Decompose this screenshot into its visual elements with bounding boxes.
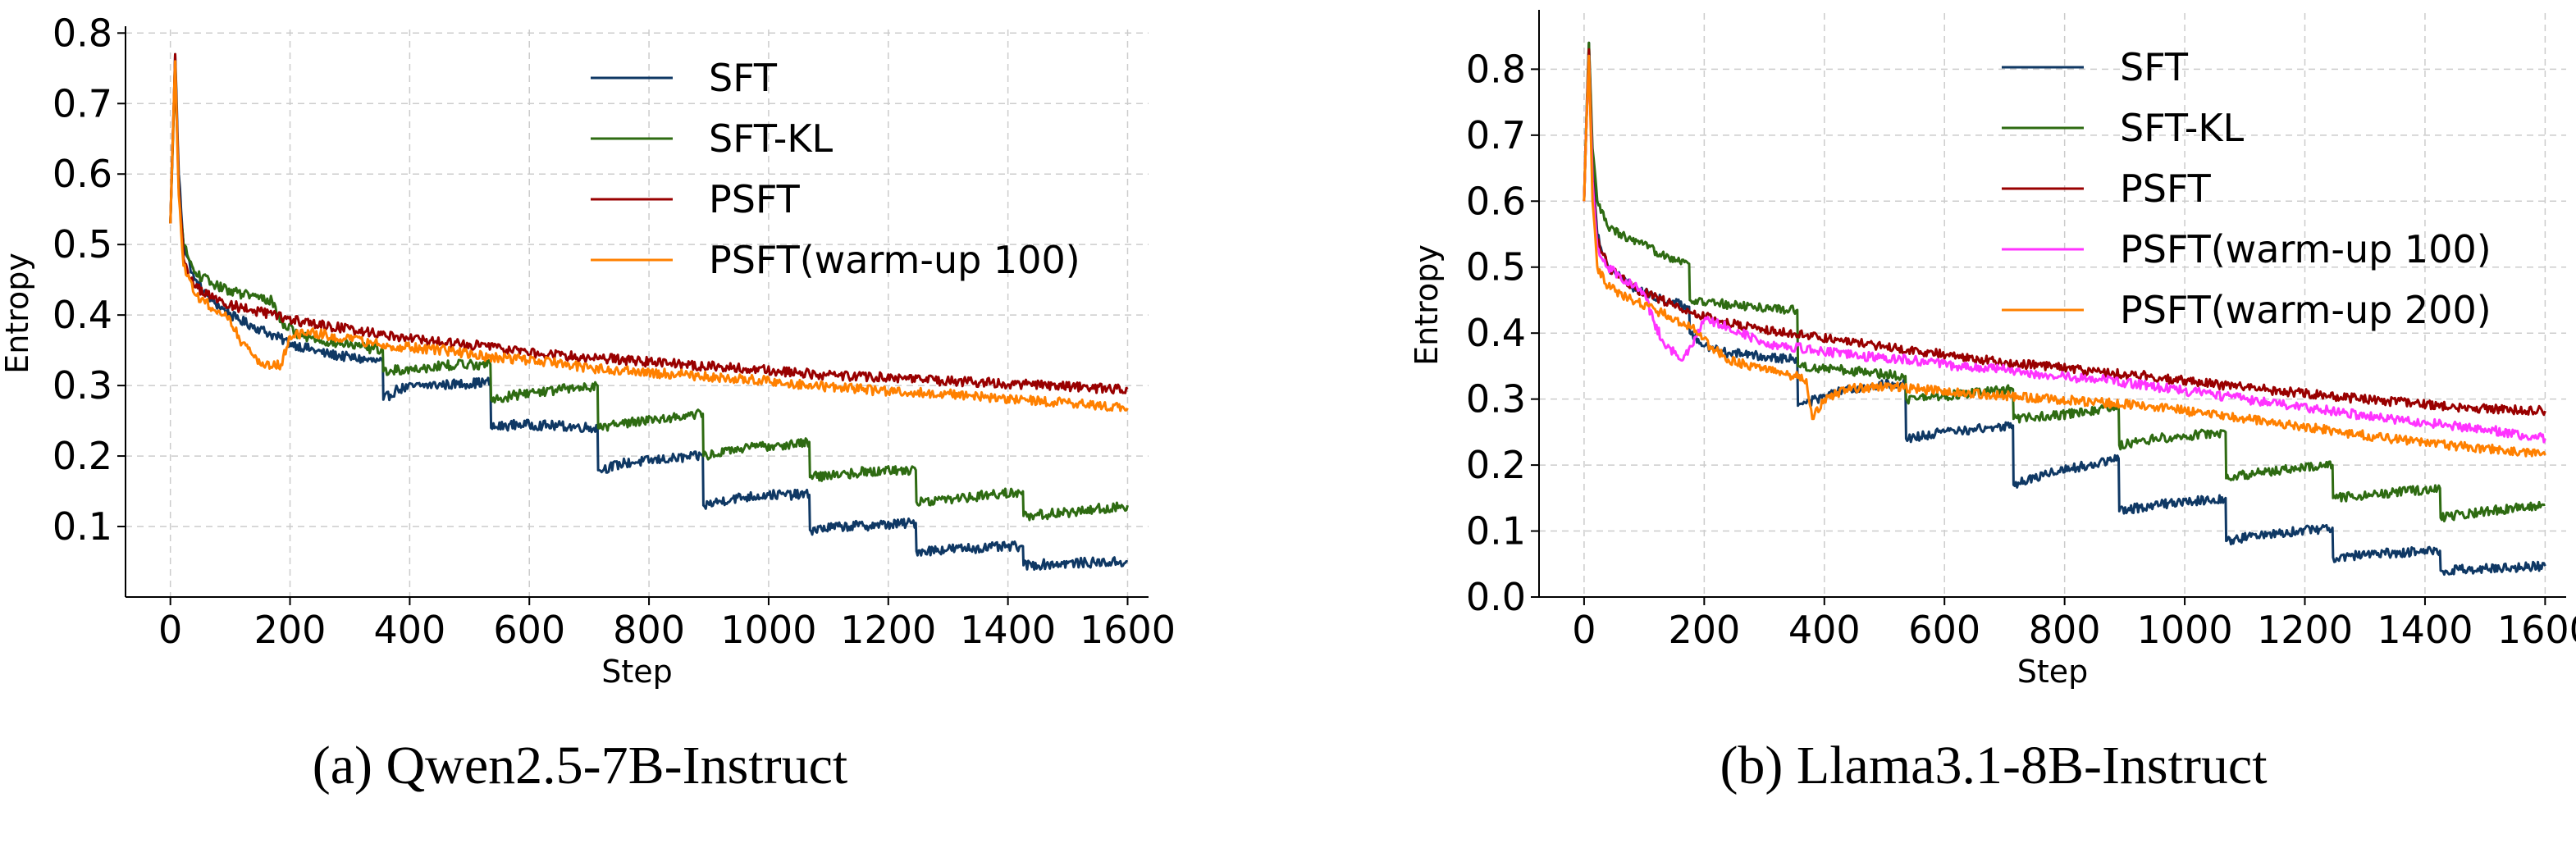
series-line <box>169 52 1129 571</box>
y-tick-label: 0.4 <box>53 293 112 337</box>
y-axis-label: Entropy <box>1409 244 1445 366</box>
y-tick-label: 0.2 <box>1466 443 1526 487</box>
x-tick-label: 1400 <box>2377 608 2473 652</box>
y-tick-label: 0.0 <box>1466 575 1526 619</box>
legend-entry: PSFT(warm-up 100) <box>2120 227 2492 271</box>
y-tick-label: 0.1 <box>1466 509 1526 554</box>
series-line <box>1583 54 2546 458</box>
chart-qwen: 0 200 400 600 800 1000 1200 1400 1600 0.1 0.2 0.3 0.… <box>0 11 1176 795</box>
x-tick-label: 1400 <box>960 608 1056 652</box>
x-tick-label: 800 <box>2029 608 2101 652</box>
x-tick-label: 400 <box>1788 608 1861 652</box>
y-tick-label: 0.8 <box>1466 47 1526 91</box>
series-line <box>169 66 1129 522</box>
legend-entry: SFT-KL <box>2120 106 2244 150</box>
x-tick-label: 600 <box>1908 608 1980 652</box>
series-line <box>1583 48 2546 417</box>
x-tick-label: 1600 <box>1080 608 1176 652</box>
x-tick-label: 0 <box>158 608 182 652</box>
x-axis-label: Step <box>2017 654 2089 690</box>
x-axis-label: Step <box>601 654 673 690</box>
legend-entry: SFT <box>2120 45 2189 89</box>
x-tick-label: 800 <box>613 608 685 652</box>
x-tick-label: 1000 <box>720 608 816 652</box>
y-tick-label: 0.7 <box>53 81 112 125</box>
x-tick-label: 200 <box>254 608 327 652</box>
x-tick-label: 0 <box>1572 608 1596 652</box>
chart-caption: (a) Qwen2.5-7B-Instruct <box>313 736 847 795</box>
y-axis-label: Entropy <box>0 253 35 374</box>
legend-entry: SFT <box>709 56 778 100</box>
legend-entry: PSFT <box>709 177 801 221</box>
y-tick-label: 0.5 <box>53 222 112 267</box>
y-tick-label: 0.4 <box>1466 311 1526 355</box>
y-tick-label: 0.1 <box>53 504 112 549</box>
legend-entry: SFT-KL <box>709 116 833 161</box>
series-line <box>169 52 1129 394</box>
legend-entry: PSFT <box>2120 166 2212 211</box>
x-tick-label: 600 <box>493 608 565 652</box>
y-tick-label: 0.6 <box>53 152 112 196</box>
x-tick-label: 1200 <box>2257 608 2353 652</box>
x-tick-label: 1200 <box>840 608 936 652</box>
series-line <box>1583 41 2546 577</box>
chart-caption: (b) Llama3.1-8B-Instruct <box>1720 736 2267 795</box>
y-tick-label: 0.3 <box>1466 377 1526 422</box>
x-tick-label: 400 <box>373 608 445 652</box>
legend-entry: PSFT(warm-up 200) <box>2120 288 2492 332</box>
y-tick-label: 0.3 <box>53 363 112 408</box>
y-tick-label: 0.8 <box>53 11 112 55</box>
series-line <box>169 60 1129 412</box>
legend-entry: PSFT(warm-up 100) <box>709 238 1080 282</box>
y-tick-label: 0.7 <box>1466 113 1526 157</box>
y-tick-label: 0.2 <box>53 434 112 478</box>
x-tick-label: 1000 <box>2137 608 2233 652</box>
y-tick-label: 0.6 <box>1466 179 1526 223</box>
series-line <box>1583 54 2546 444</box>
series-line <box>1583 41 2546 522</box>
x-tick-label: 200 <box>1668 608 1740 652</box>
chart-llama: 0 200 400 600 800 1000 1200 1400 1600 0.0 0.1 0.2 0.… <box>1409 10 2576 795</box>
x-tick-label: 1600 <box>2497 608 2576 652</box>
y-tick-label: 0.5 <box>1466 245 1526 289</box>
